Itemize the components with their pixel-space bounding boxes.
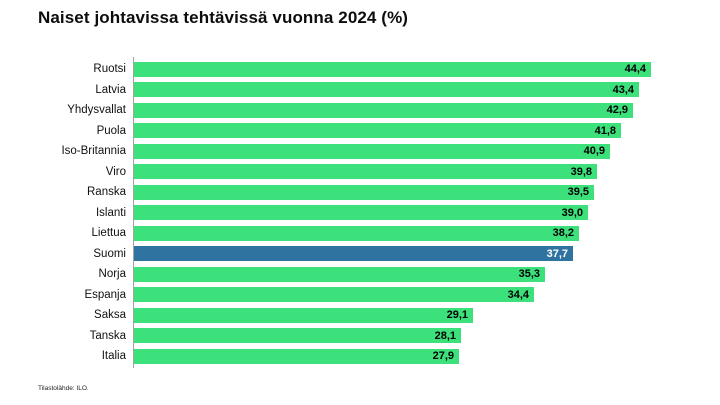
bar: 29,1 [134,307,473,323]
bar-track: 29,1 [134,307,720,323]
bar: 35,3 [134,266,545,282]
bar-track: 39,0 [134,205,720,221]
value-label: 35,3 [518,268,540,281]
bar-track: 35,3 [134,266,720,282]
bar: 34,4 [134,287,534,303]
bar: 39,8 [134,164,597,180]
chart-row: Ranska 39,5 [0,182,720,203]
value-label: 39,5 [567,186,589,199]
bar-track: 41,8 [134,123,720,139]
chart-row: Tanska 28,1 [0,326,720,347]
value-label: 27,9 [432,350,454,363]
bar: 39,5 [134,184,594,200]
bar: 39,0 [134,205,588,221]
value-label: 40,9 [583,145,605,158]
chart-row: Saksa 29,1 [0,305,720,326]
bar-track: 40,9 [134,143,720,159]
bar-track: 39,5 [134,184,720,200]
chart-row: Latvia 43,4 [0,80,720,101]
chart-row: Iso-Britannia 40,9 [0,141,720,162]
value-label: 43,4 [612,83,634,96]
bar-highlighted: 37,7 [134,246,573,262]
bar-track: 34,4 [134,287,720,303]
category-label: Norja [98,268,126,281]
bar: 40,9 [134,143,610,159]
category-label: Saksa [94,309,126,322]
bar: 41,8 [134,123,621,139]
value-label: 44,4 [624,63,646,76]
chart-row: Liettua 38,2 [0,223,720,244]
value-label: 41,8 [594,124,616,137]
bar-track: 42,9 [134,102,720,118]
category-label: Ranska [87,186,126,199]
value-label: 38,2 [552,227,574,240]
value-label: 34,4 [507,288,529,301]
bar: 28,1 [134,328,461,344]
chart-row: Italia 27,9 [0,346,720,367]
bar-track: 27,9 [134,348,720,364]
bar-track: 37,7 [134,246,720,262]
category-label: Ruotsi [93,63,126,76]
bar-track: 38,2 [134,225,720,241]
value-label: 39,0 [561,206,583,219]
category-label: Italia [101,350,126,363]
value-label: 29,1 [446,309,468,322]
chart-row: Viro 39,8 [0,162,720,183]
chart-row: Ruotsi 44,4 [0,59,720,80]
chart-title: Naiset johtavissa tehtävissä vuonna 2024… [38,8,409,27]
category-label: Islanti [95,206,126,219]
chart-row: Islanti 39,0 [0,203,720,224]
bar-track: 28,1 [134,328,720,344]
category-label: Liettua [91,227,126,240]
value-label: 37,7 [546,247,568,260]
bar: 27,9 [134,348,459,364]
category-label: Puola [96,124,126,137]
bar: 43,4 [134,82,639,98]
value-label: 39,8 [570,165,592,178]
value-label: 28,1 [434,329,456,342]
category-label: Latvia [95,83,126,96]
category-label: Suomi [93,247,126,260]
chart-row: Puola 41,8 [0,121,720,142]
category-label: Viro [105,165,126,178]
bar: 44,4 [134,61,651,77]
y-axis-line [133,57,134,368]
bar-track: 39,8 [134,164,720,180]
chart-row: Norja 35,3 [0,264,720,285]
chart-row: Espanja 34,4 [0,285,720,306]
category-label: Iso-Britannia [61,145,126,158]
bar-track: 43,4 [134,82,720,98]
plot-area: Ruotsi 44,4 Latvia 43,4 Yhdysvallat 42,9 Puola… [0,59,720,367]
category-label: Tanska [89,329,126,342]
value-label: 42,9 [606,104,628,117]
source-note: Tilastolähde: ILO. [38,385,89,392]
bar: 42,9 [134,102,633,118]
bar-track: 44,4 [134,61,720,77]
bar: 38,2 [134,225,579,241]
category-label: Yhdysvallat [67,104,126,117]
category-label: Espanja [84,288,126,301]
chart-row: Yhdysvallat 42,9 [0,100,720,121]
chart-row: Suomi 37,7 [0,244,720,265]
